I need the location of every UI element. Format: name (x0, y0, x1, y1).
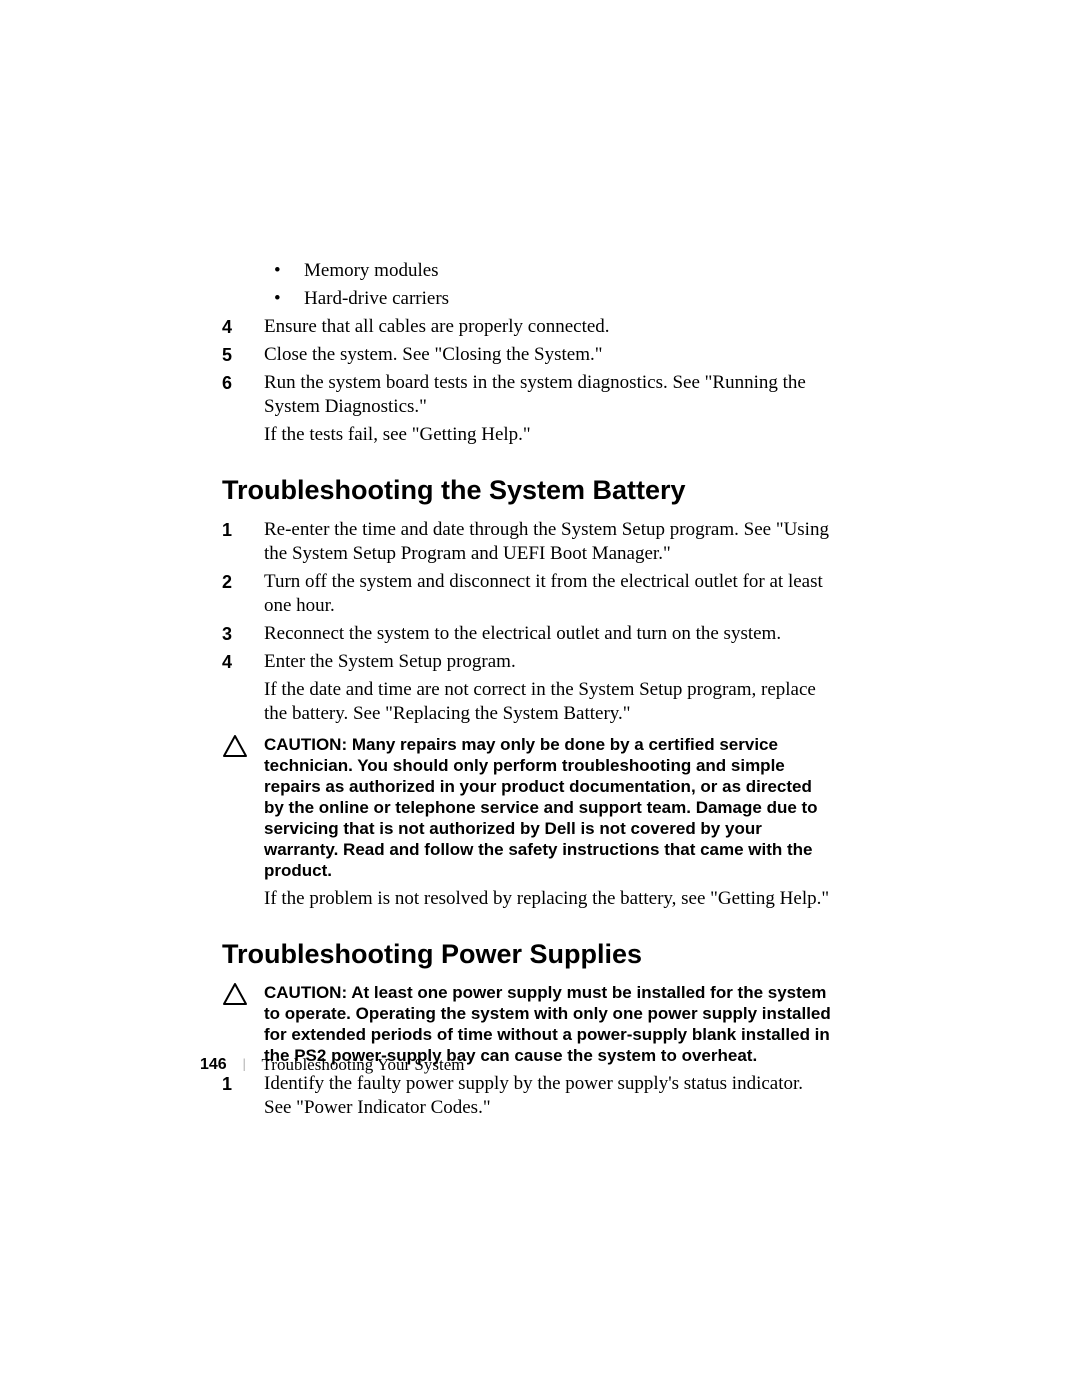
step-number: 1 (222, 1072, 264, 1120)
step-text: Close the system. See "Closing the Syste… (264, 343, 603, 367)
step-text: Identify the faulty power supply by the … (264, 1072, 832, 1120)
caution-block: CAUTION: At least one power supply must … (222, 982, 832, 1066)
step-number: 1 (222, 518, 264, 566)
step-number: 6 (222, 371, 264, 419)
step-text: Enter the System Setup program. (264, 650, 516, 674)
step-item: 5 Close the system. See "Closing the Sys… (222, 343, 832, 367)
bullet-text: Hard-drive carriers (304, 287, 449, 311)
step-number: 4 (222, 315, 264, 339)
step-text: Re-enter the time and date through the S… (264, 518, 832, 566)
bullet-item: • Memory modules (264, 259, 832, 283)
step-text: Turn off the system and disconnect it fr… (264, 570, 832, 618)
bullet-marker: • (264, 259, 304, 283)
caution-block: CAUTION: Many repairs may only be done b… (222, 734, 832, 881)
footer-section-name: Troubleshooting Your System (262, 1055, 465, 1075)
page-number: 146 (200, 1056, 227, 1074)
step-item: 2 Turn off the system and disconnect it … (222, 570, 832, 618)
content-area: • Memory modules • Hard-drive carriers 4… (222, 259, 832, 1124)
section-heading-battery: Troubleshooting the System Battery (222, 475, 832, 506)
bullet-item: • Hard-drive carriers (264, 287, 832, 311)
bullet-list: • Memory modules • Hard-drive carriers (264, 259, 832, 311)
step-item: 4 Ensure that all cables are properly co… (222, 315, 832, 339)
step-item: 6 Run the system board tests in the syst… (222, 371, 832, 419)
caution-icon (222, 982, 264, 1066)
step-number: 3 (222, 622, 264, 646)
caution-body: Many repairs may only be done by a certi… (264, 735, 818, 880)
page: • Memory modules • Hard-drive carriers 4… (0, 0, 1080, 1397)
section-heading-power: Troubleshooting Power Supplies (222, 939, 832, 970)
caution-label: CAUTION: (264, 735, 352, 754)
step-item: 1 Identify the faulty power supply by th… (222, 1072, 832, 1120)
page-footer: 146 | Troubleshooting Your System (200, 1055, 464, 1075)
caution-text: CAUTION: At least one power supply must … (264, 982, 832, 1066)
step-subtext: If the tests fail, see "Getting Help." (264, 423, 832, 447)
step-item: 4 Enter the System Setup program. (222, 650, 832, 674)
step-number: 2 (222, 570, 264, 618)
caution-icon (222, 734, 264, 881)
step-number: 5 (222, 343, 264, 367)
caution-label: CAUTION: (264, 983, 351, 1002)
step-text: Reconnect the system to the electrical o… (264, 622, 781, 646)
step-item: 1 Re-enter the time and date through the… (222, 518, 832, 566)
bullet-marker: • (264, 287, 304, 311)
body-text: If the problem is not resolved by replac… (264, 887, 832, 911)
step-item: 3 Reconnect the system to the electrical… (222, 622, 832, 646)
step-subtext: If the date and time are not correct in … (264, 678, 832, 726)
caution-text: CAUTION: Many repairs may only be done b… (264, 734, 832, 881)
step-number: 4 (222, 650, 264, 674)
step-text: Run the system board tests in the system… (264, 371, 832, 419)
step-text: Ensure that all cables are properly conn… (264, 315, 610, 339)
bullet-text: Memory modules (304, 259, 439, 283)
footer-divider: | (243, 1057, 246, 1073)
